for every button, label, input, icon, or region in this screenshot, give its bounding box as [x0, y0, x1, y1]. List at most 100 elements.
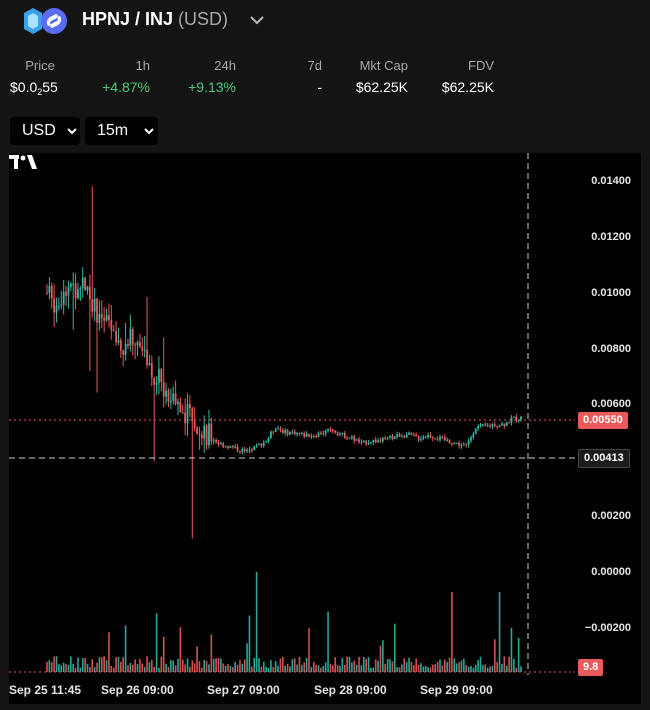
volume-bar: [493, 639, 496, 672]
volume-bar: [341, 658, 344, 672]
candle-body: [520, 416, 522, 420]
volume-bar: [112, 667, 115, 672]
volume-bar: [308, 628, 310, 672]
volume-bar: [272, 667, 275, 672]
volume-bar: [327, 611, 329, 672]
volume-bar: [241, 663, 244, 672]
candle-body: [181, 412, 184, 414]
chevron-down-icon[interactable]: [248, 11, 266, 29]
candle-body: [517, 419, 520, 421]
volume-bar: [427, 667, 429, 672]
candle-body: [110, 319, 113, 330]
candle-body: [310, 436, 313, 438]
candle-body: [393, 436, 396, 440]
volume-bar: [324, 662, 327, 672]
candle-body: [427, 434, 430, 438]
candle-body: [293, 431, 296, 435]
volume-bar: [231, 667, 234, 672]
candle-body: [269, 431, 272, 438]
candle-body: [258, 443, 260, 445]
candle-body: [284, 430, 287, 433]
candle-body: [303, 432, 306, 437]
volume-bar: [236, 665, 239, 672]
candle-body: [203, 425, 206, 439]
volume-bar: [465, 665, 468, 672]
stat-24h-label: 24h: [214, 58, 236, 73]
volume-bar: [260, 666, 263, 672]
volume-bar: [484, 664, 487, 672]
volume-bar: [386, 659, 389, 672]
chart-canvas[interactable]: [9, 153, 641, 704]
volume-bar: [513, 658, 515, 672]
crosshair-price-badge: 0.00413: [578, 449, 630, 468]
candle-body: [79, 287, 82, 290]
volume-bar: [265, 666, 267, 672]
chevron-down-icon: [144, 128, 154, 135]
candle-body: [67, 287, 70, 296]
volume-bar: [196, 646, 198, 672]
volume-bar: [167, 666, 170, 672]
volume-bar: [293, 658, 296, 672]
candle-body: [88, 286, 91, 300]
candle-body: [227, 446, 229, 448]
pair-quote: (USD): [178, 9, 229, 29]
volume-bar: [505, 665, 508, 672]
volume-bar: [274, 661, 277, 672]
volume-bar: [243, 659, 246, 672]
volume-bar: [255, 572, 258, 672]
candle-body: [86, 286, 89, 291]
candle-body: [493, 424, 496, 426]
volume-bar: [336, 665, 339, 672]
tradingview-logo-icon[interactable]: [9, 153, 39, 171]
candle-body: [429, 434, 432, 438]
volume-bar: [65, 664, 67, 672]
candle-body: [486, 425, 489, 427]
volume-bar: [479, 656, 482, 672]
volume-bar: [396, 667, 398, 672]
candle-body: [343, 432, 346, 439]
candle-body: [196, 427, 198, 435]
volume-bar: [93, 667, 96, 672]
volume-bar: [317, 665, 320, 672]
candle-body: [267, 437, 270, 442]
volume-bar: [405, 662, 408, 672]
candle-body: [439, 436, 441, 440]
candle-body: [422, 437, 425, 439]
candle-body: [122, 350, 125, 355]
candle-body: [219, 443, 222, 445]
candle-body: [253, 446, 256, 451]
candle-body: [210, 423, 213, 442]
candle-body: [158, 368, 160, 383]
volume-bar: [365, 658, 367, 672]
volume-bar: [277, 665, 279, 672]
candle-body: [448, 439, 451, 444]
volume-bar: [389, 659, 391, 672]
candle-body: [205, 425, 208, 446]
volume-bar: [141, 663, 144, 672]
stat-7d-value: -: [317, 79, 322, 95]
currency-select[interactable]: USD: [10, 117, 80, 145]
candle-body: [255, 444, 258, 447]
pair-name: HPNJ / INJ: [82, 9, 174, 29]
candle-body: [379, 440, 382, 442]
candle-body: [412, 434, 415, 436]
volume-bar: [177, 658, 179, 672]
interval-select-value: 15m: [97, 122, 129, 139]
candle-body: [53, 298, 56, 313]
volume-bar: [170, 659, 172, 672]
candle-body: [262, 442, 265, 447]
volume-bar: [515, 667, 518, 672]
volume-bar: [162, 636, 165, 672]
price-chart[interactable]: 0.01400 0.01200 0.01000 0.00800 0.00600 …: [9, 153, 641, 704]
candle-body: [315, 436, 318, 438]
interval-select[interactable]: 15m: [85, 117, 158, 145]
candle-body: [169, 400, 172, 403]
volume-bar: [117, 657, 120, 672]
volume-bar: [379, 645, 382, 672]
y-tick-label: 0.00600: [591, 398, 631, 410]
candle-body: [515, 416, 518, 421]
candle-body: [265, 441, 268, 443]
volume-bar: [458, 662, 460, 672]
stat-mkt-cap: Mkt Cap $62.25K: [348, 58, 408, 95]
volume-bar: [158, 667, 160, 672]
